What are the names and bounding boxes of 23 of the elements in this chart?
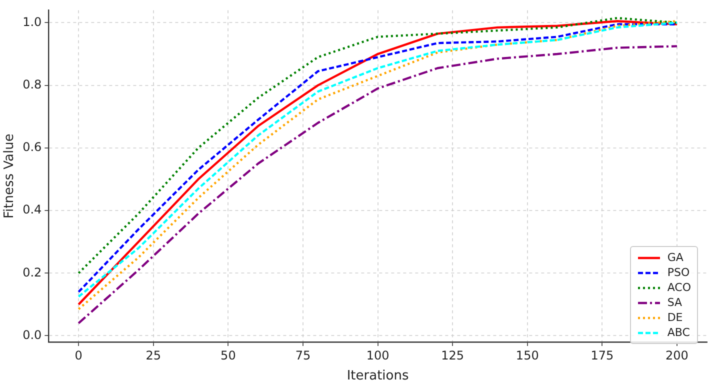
legend-label: GA (667, 251, 684, 264)
y-tick-label: 0.0 (22, 328, 42, 342)
x-tick-label: 100 (366, 348, 390, 362)
x-tick-label: 25 (146, 348, 162, 362)
y-tick-label: 0.8 (22, 77, 42, 92)
legend-label: SA (667, 296, 682, 309)
x-tick-label: 175 (590, 348, 614, 362)
y-tick-label: 1.0 (22, 14, 42, 29)
x-tick-label: 75 (295, 348, 311, 362)
y-axis-title: Fitness Value (2, 134, 18, 219)
y-tick-label: 0.4 (22, 202, 42, 217)
x-tick-label: 200 (666, 348, 688, 362)
y-tick-label: 0.6 (22, 140, 42, 154)
legend-label: PSO (667, 266, 690, 279)
y-tick-label: 0.2 (22, 265, 42, 280)
x-tick-label: 125 (441, 348, 464, 362)
legend-label: ACO (667, 281, 691, 294)
x-tick-label: 50 (220, 348, 236, 362)
x-tick-label: 150 (516, 348, 539, 362)
legend-label: DE (667, 311, 683, 324)
x-axis-title: Iterations (346, 368, 409, 384)
x-tick-label: 0 (74, 348, 82, 362)
legend-label: ABC (667, 326, 690, 339)
